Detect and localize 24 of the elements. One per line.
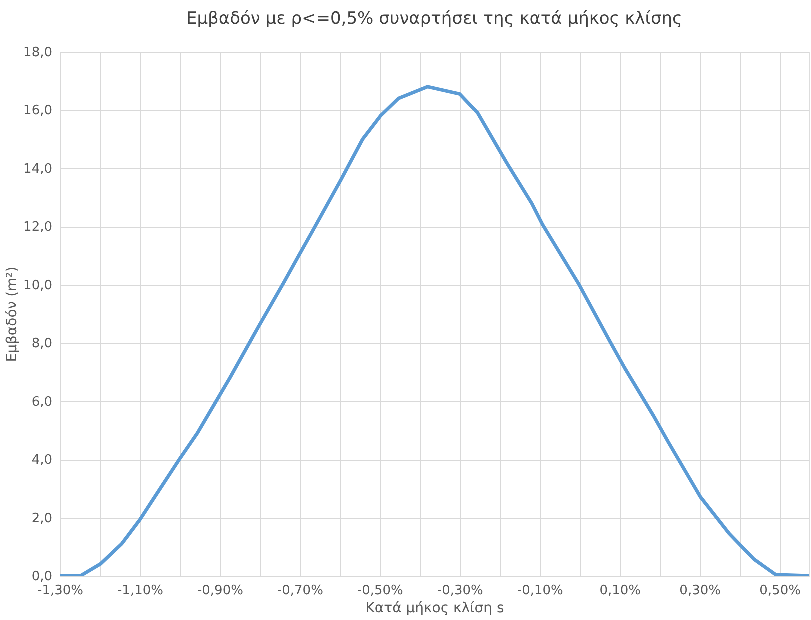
x-tick-label: -0,30% — [437, 584, 484, 598]
x-tick-label: -0,90% — [197, 584, 244, 598]
x-tick-label: -0,50% — [357, 584, 404, 598]
x-tick-label: 0,50% — [760, 584, 801, 598]
y-tick-label: 14,0 — [24, 162, 52, 177]
x-tick-label: -0,10% — [517, 584, 564, 598]
x-tick-label: -1,30% — [38, 584, 84, 598]
chart-title: Εμβαδόν με ρ<=0,5% συναρτήσει της κατά μήκος κλίσης — [186, 9, 683, 29]
y-tick-label: 18,0 — [24, 46, 52, 60]
y-tick-label: 0,0 — [32, 570, 52, 584]
x-axis-title: Κατά μήκος κλίση s — [366, 600, 504, 616]
y-tick-label: 6,0 — [32, 394, 52, 410]
x-tick-label: -0,70% — [277, 584, 324, 598]
y-tick-label: 8,0 — [32, 336, 52, 352]
x-tick-label: 0,30% — [680, 584, 721, 598]
y-tick-label: 4,0 — [32, 453, 52, 468]
y-tick-label: 16,0 — [24, 104, 52, 119]
y-tick-label: 10,0 — [24, 278, 52, 294]
line-series — [60, 85, 809, 576]
y-tick-label: 12,0 — [24, 220, 52, 236]
y-tick-label: 2,0 — [32, 511, 52, 526]
x-tick-label: 0,10% — [600, 584, 642, 598]
y-axis-title: Εμβαδόν (m²) — [4, 266, 21, 362]
x-tick-label: -1,10% — [117, 584, 164, 598]
